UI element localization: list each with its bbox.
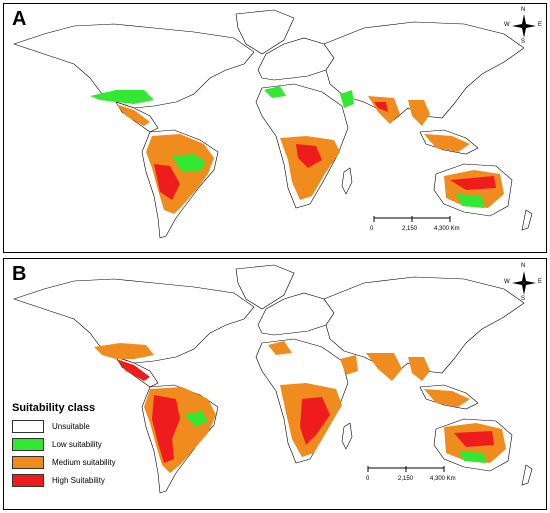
suitability-areas-a [90, 86, 504, 214]
suitability-patch [296, 144, 322, 168]
suitability-patch [408, 357, 430, 381]
legend-item-low: Low suitability [12, 435, 212, 453]
suitability-patch [90, 90, 154, 104]
map-legend: Suitability class Unsuitable Low suitabi… [12, 402, 212, 489]
new-zealand-outline [521, 464, 533, 486]
suitability-patch [458, 451, 486, 463]
scale-tick-2-a: 4,300 Km [434, 226, 460, 232]
suitability-patch [94, 343, 154, 359]
suitability-patch [280, 136, 340, 200]
asia-outline [323, 21, 525, 121]
map-panel-a: A 0 2,150 4,300 Km N W E S [3, 3, 547, 253]
compass-north: N [521, 7, 526, 13]
scale-tick-0-a: 0 [370, 226, 374, 232]
legend-item-unsuitable: Unsuitable [12, 417, 212, 435]
north-america-outline [13, 23, 255, 109]
asia-outline [323, 276, 525, 376]
suitability-patch [450, 176, 496, 190]
legend-swatch [12, 455, 44, 469]
compass-west: W [504, 22, 510, 28]
compass-rose-icon [512, 271, 536, 295]
suitability-patch [184, 411, 208, 427]
greenland-outline [235, 9, 295, 55]
world-map-b [13, 264, 533, 494]
legend-item-medium: Medium suitability [12, 453, 212, 471]
legend-label: High Suitability [52, 475, 105, 485]
legend-label: Unsuitable [52, 421, 90, 431]
suitability-areas-b [94, 341, 506, 473]
greenland-outline [235, 264, 295, 310]
scale-tick-1-a: 2,150 [402, 226, 418, 232]
scale-tick-1-b: 2,150 [398, 476, 414, 482]
suitability-patch [456, 194, 484, 208]
legend-swatch [12, 473, 44, 487]
legend-item-high: High Suitability [12, 471, 212, 489]
suitability-patch [424, 134, 470, 152]
suitability-patch [340, 90, 354, 108]
scale-tick-0-b: 0 [366, 476, 370, 482]
madagascar-outline [341, 167, 353, 195]
legend-label: Medium suitability [52, 457, 116, 467]
suitability-patch [116, 104, 150, 126]
suitability-patch [172, 154, 206, 172]
suitability-patch [152, 395, 180, 463]
new-zealand-outline [521, 209, 533, 231]
suitability-patch [408, 100, 430, 126]
panel-label-b: B [12, 263, 27, 285]
compass-south: S [521, 39, 526, 45]
suitability-patch [116, 359, 150, 381]
compass-west: W [504, 279, 510, 285]
panel-label-a: A [12, 8, 27, 30]
scale-tick-2-b: 4,300 Km [430, 476, 456, 482]
compass-east: E [538, 22, 543, 28]
north-america-outline [13, 278, 255, 364]
suitability-patch [424, 389, 470, 407]
suitability-patch [268, 341, 292, 355]
world-map-a [13, 9, 533, 239]
suitability-patch [340, 355, 358, 375]
legend-label: Low suitability [52, 439, 102, 449]
suitability-patch [374, 102, 388, 112]
legend-swatch [12, 419, 44, 433]
scale-bar-b [367, 466, 445, 472]
compass-rose-icon [512, 14, 536, 38]
suitability-patch [454, 431, 494, 447]
suitability-patch [154, 164, 180, 200]
suitability-patch [264, 86, 286, 98]
madagascar-outline [341, 422, 353, 450]
compass-south: S [521, 296, 526, 302]
compass-north: N [521, 263, 526, 269]
suitability-patch [366, 353, 402, 381]
legend-swatch [12, 437, 44, 451]
map-panel-b: B Suitability class Unsuitable Low suita… [3, 258, 547, 510]
suitability-patch [300, 397, 330, 445]
compass-east: E [538, 279, 543, 285]
legend-title: Suitability class [12, 402, 96, 414]
scale-bar-a [373, 216, 451, 222]
